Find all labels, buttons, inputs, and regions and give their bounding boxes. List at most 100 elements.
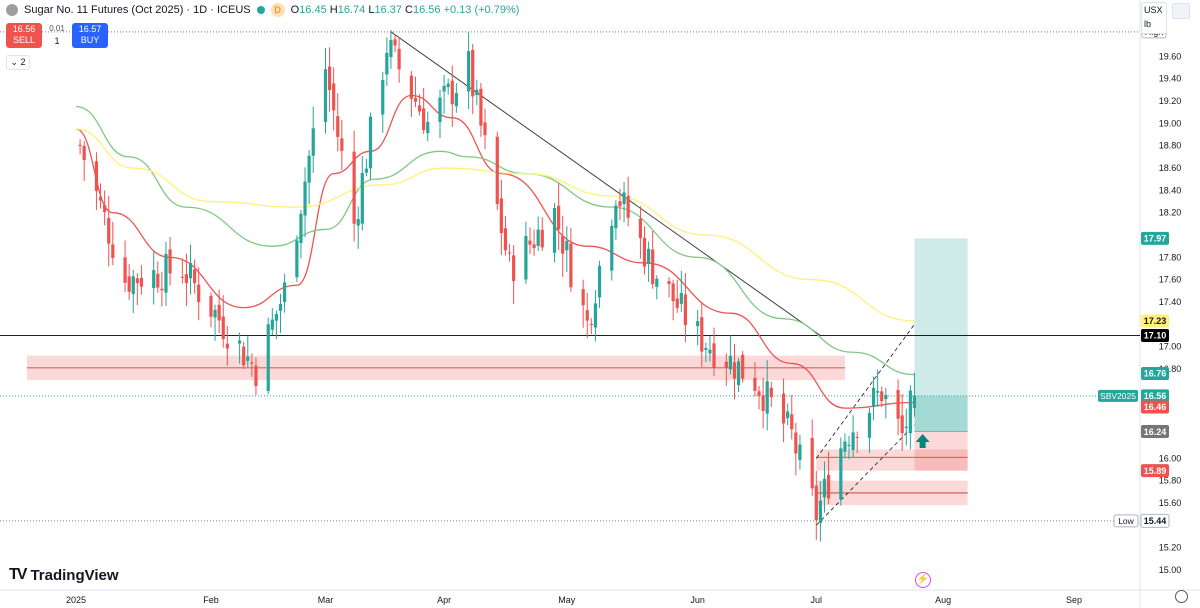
sell-label: SELL	[12, 35, 36, 45]
price-tag-box	[1141, 400, 1169, 414]
candle-body	[638, 218, 643, 238]
y-tick-label: 16.00	[1159, 453, 1182, 463]
candle-body	[826, 474, 831, 499]
buy-button[interactable]: 16.57 BUY	[72, 23, 108, 48]
candle-body	[704, 347, 708, 350]
price-tag-label: 15.44	[1144, 516, 1167, 526]
candle-body	[647, 248, 651, 264]
price-tag-label: 17.97	[1144, 234, 1167, 244]
candle-body	[197, 284, 201, 302]
candle-body	[552, 208, 557, 253]
candle-body	[438, 97, 442, 123]
candle-body	[364, 168, 368, 173]
sell-price: 16.56	[12, 24, 36, 34]
candle-body	[736, 361, 741, 386]
x-tick-label: Sep	[1066, 595, 1082, 605]
ohlc-values: O16.45 H16.74 L16.37 C16.56 +0.13 (+0.79…	[290, 4, 520, 16]
price-tag-label: 16.76	[1144, 369, 1167, 379]
candle-body	[475, 89, 479, 95]
candle-body	[565, 240, 569, 251]
candle-body	[417, 105, 422, 112]
candle-body	[352, 151, 356, 224]
tradingview-logo: TV TradingView	[9, 566, 119, 584]
price-tag-label: 16.56	[1144, 391, 1167, 401]
candle-body	[426, 121, 430, 134]
buy-label: BUY	[80, 35, 100, 45]
x-tick-label: Jun	[690, 595, 705, 605]
candle-body	[585, 310, 589, 321]
gear-icon[interactable]	[1175, 590, 1188, 603]
candle-body	[679, 292, 683, 304]
symbol-title[interactable]: Sugar No. 11 Futures (Oct 2025) · 1D · I…	[24, 4, 251, 16]
candle-body	[561, 235, 565, 254]
candle-body	[188, 263, 193, 279]
candle-body	[282, 282, 287, 303]
candle-body	[266, 324, 270, 391]
candle-body	[111, 244, 115, 258]
price-tag-label: 17.23	[1144, 316, 1167, 326]
x-tick-label: Mar	[318, 595, 334, 605]
candle-body	[299, 213, 303, 244]
candle-body	[450, 80, 454, 105]
close-value: 16.56	[412, 4, 441, 16]
candle-body	[765, 381, 769, 414]
candle-body	[217, 304, 221, 321]
candle-body	[184, 274, 189, 284]
candle-body	[254, 365, 258, 387]
candle-body	[160, 288, 164, 291]
candle-body	[708, 349, 712, 354]
y-tick-label: 15.20	[1159, 543, 1182, 553]
price-tag-box	[1141, 366, 1169, 380]
candle-body	[536, 229, 540, 246]
candle-body	[810, 437, 814, 489]
demand-zone	[816, 449, 968, 471]
candle-body	[818, 500, 822, 523]
candle-body	[814, 485, 818, 521]
lightning-icon[interactable]: ⚡	[915, 572, 931, 588]
unit-selector[interactable]: USX lb	[1141, 2, 1167, 34]
tradingview-mark-icon: TV	[9, 566, 28, 583]
candle-body	[900, 415, 904, 434]
buy-price: 16.57	[78, 24, 102, 34]
candle-body	[557, 205, 561, 230]
y-tick-label: 19.00	[1159, 118, 1182, 128]
candle-body	[479, 88, 483, 126]
candle-body	[135, 278, 139, 284]
indicators-collapse-button[interactable]: ⌄ 2	[6, 55, 30, 70]
y-tick-label: 17.00	[1159, 342, 1182, 352]
candle-body	[741, 354, 745, 379]
candle-body	[360, 173, 364, 224]
trade-panel: 16.56 SELL 0.01 1 16.57 BUY	[6, 23, 108, 48]
position-profit-zone	[914, 238, 968, 396]
quantity-box[interactable]: 0.01 1	[46, 23, 68, 47]
sell-button[interactable]: 16.56 SELL	[6, 23, 42, 48]
candle-body	[896, 389, 900, 419]
candle-body	[769, 387, 773, 398]
candle-body	[626, 195, 630, 218]
y-tick-label: 15.80	[1159, 476, 1182, 486]
y-tick-label: 19.40	[1159, 74, 1182, 84]
candle-body	[336, 116, 340, 137]
candle-body	[385, 52, 389, 75]
channel-lower-line	[816, 424, 915, 526]
symbol-icon	[6, 4, 18, 16]
delayed-badge: D	[270, 3, 285, 17]
candle-body	[221, 316, 225, 340]
candle-body	[912, 395, 917, 409]
candle-body	[295, 240, 299, 278]
candle-body	[794, 432, 798, 454]
candle-body	[507, 252, 512, 254]
candle-body	[139, 277, 144, 287]
candle-body	[671, 283, 675, 302]
candle-body	[238, 340, 242, 344]
y-tick-label: 18.20	[1159, 208, 1182, 218]
candle-body	[655, 278, 659, 287]
x-tick-label: Jul	[811, 595, 823, 605]
candle-body	[250, 362, 254, 364]
candle-body	[843, 441, 847, 452]
screenshot-icon[interactable]	[1172, 3, 1190, 19]
candle-body	[94, 161, 99, 191]
candle-body	[908, 390, 912, 434]
candle-body	[700, 317, 704, 352]
